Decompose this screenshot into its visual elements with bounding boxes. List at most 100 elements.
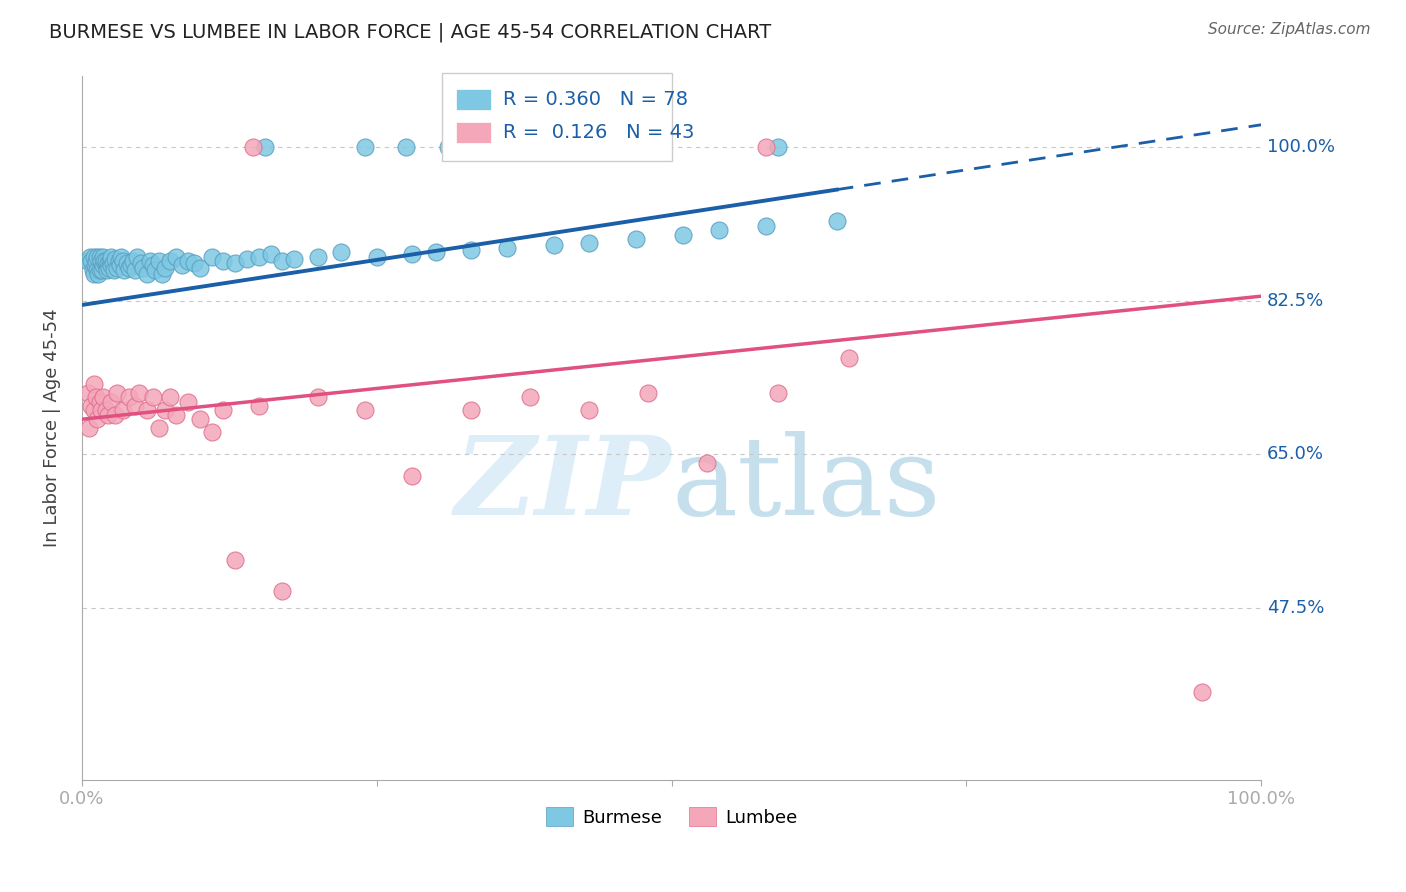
Point: [495, 139, 517, 153]
Point: [129, 256, 152, 270]
Point: [224, 553, 246, 567]
Point: [236, 252, 259, 267]
Point: [143, 262, 166, 277]
Point: [460, 403, 482, 417]
Text: 82.5%: 82.5%: [1267, 292, 1324, 310]
Point: [124, 399, 146, 413]
Point: [672, 227, 695, 242]
Point: [150, 267, 173, 281]
Point: [91, 390, 114, 404]
Point: [76, 385, 98, 400]
Point: [766, 139, 789, 153]
Text: BURMESE VS LUMBEE IN LABOR FORCE | AGE 45-54 CORRELATION CHART: BURMESE VS LUMBEE IN LABOR FORCE | AGE 4…: [49, 22, 772, 42]
Point: [98, 260, 121, 275]
Point: [82, 262, 104, 277]
Point: [105, 260, 128, 275]
Point: [707, 223, 730, 237]
Point: [242, 139, 264, 153]
Point: [766, 385, 789, 400]
Point: [132, 260, 155, 275]
Point: [86, 412, 108, 426]
Point: [201, 425, 224, 440]
Point: [188, 412, 211, 426]
Point: [271, 583, 294, 598]
Point: [83, 377, 105, 392]
Point: [94, 403, 117, 417]
Point: [1191, 684, 1213, 698]
Point: [177, 394, 200, 409]
Point: [177, 254, 200, 268]
Point: [115, 256, 138, 270]
Point: [307, 250, 329, 264]
Point: [201, 250, 224, 264]
Point: [91, 250, 114, 264]
Point: [86, 262, 108, 277]
Text: 65.0%: 65.0%: [1267, 445, 1324, 463]
Text: R =  0.126   N = 43: R = 0.126 N = 43: [503, 123, 695, 142]
Point: [84, 390, 107, 404]
Point: [637, 385, 659, 400]
Text: 100.0%: 100.0%: [1267, 137, 1336, 156]
Point: [100, 394, 122, 409]
Point: [165, 408, 187, 422]
Point: [86, 250, 108, 264]
Point: [330, 245, 353, 260]
Point: [578, 403, 600, 417]
Point: [183, 256, 205, 270]
Point: [127, 250, 149, 264]
Point: [366, 250, 388, 264]
Text: R = 0.360   N = 78: R = 0.360 N = 78: [503, 90, 688, 109]
Text: Source: ZipAtlas.com: Source: ZipAtlas.com: [1208, 22, 1371, 37]
Point: [578, 236, 600, 251]
Point: [90, 254, 112, 268]
Point: [93, 254, 115, 268]
Point: [271, 254, 294, 268]
Point: [135, 403, 157, 417]
Point: [84, 254, 107, 268]
Point: [108, 259, 131, 273]
Point: [172, 259, 194, 273]
Point: [118, 390, 141, 404]
Point: [259, 247, 281, 261]
Point: [105, 385, 128, 400]
Point: [97, 256, 120, 270]
Point: [107, 254, 129, 268]
Point: [103, 262, 125, 277]
Point: [560, 139, 582, 153]
Point: [148, 254, 170, 268]
Point: [755, 139, 778, 153]
Point: [283, 252, 305, 267]
Point: [513, 139, 536, 153]
Point: [755, 219, 778, 233]
Text: 47.5%: 47.5%: [1267, 599, 1324, 617]
Point: [153, 403, 176, 417]
Point: [696, 456, 718, 470]
Y-axis label: In Labor Force | Age 45-54: In Labor Force | Age 45-54: [44, 309, 60, 548]
Text: ZIP: ZIP: [456, 431, 672, 538]
Point: [425, 245, 447, 260]
Text: atlas: atlas: [672, 431, 941, 538]
Point: [80, 254, 103, 268]
Point: [104, 408, 127, 422]
FancyBboxPatch shape: [456, 122, 491, 144]
Point: [110, 250, 132, 264]
Point: [100, 259, 122, 273]
Point: [94, 259, 117, 273]
Point: [112, 262, 135, 277]
Point: [77, 421, 100, 435]
Point: [159, 390, 181, 404]
Point: [112, 254, 135, 268]
Point: [91, 259, 114, 273]
Point: [100, 250, 122, 264]
Point: [436, 139, 458, 153]
Point: [825, 214, 848, 228]
Point: [121, 254, 143, 268]
Point: [142, 390, 165, 404]
Point: [247, 250, 270, 264]
Point: [460, 244, 482, 258]
Point: [97, 408, 120, 422]
Point: [96, 262, 118, 277]
Point: [135, 267, 157, 281]
Point: [124, 262, 146, 277]
Point: [112, 403, 135, 417]
